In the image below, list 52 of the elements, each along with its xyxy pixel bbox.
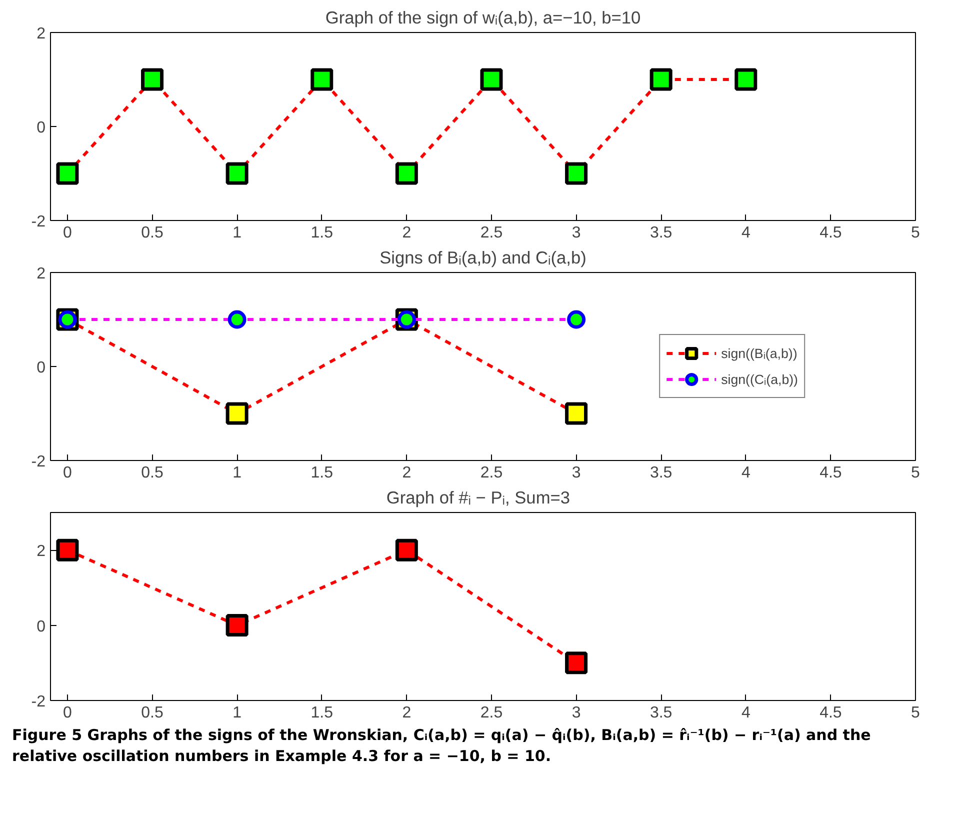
y-tick-label: 2 bbox=[36, 266, 46, 282]
chart-title: Signs of Bᵢ(a,b) and Cᵢ(a,b) bbox=[380, 248, 586, 268]
x-tick-label: 4 bbox=[741, 224, 750, 242]
y-tick-label: -2 bbox=[31, 694, 46, 710]
x-tick-label: 0 bbox=[63, 704, 72, 722]
x-tick-label: 4.5 bbox=[820, 464, 842, 482]
caption: Figure 5 Graphs of the signs of the Wronskian, Cᵢ(a,b) = qᵢ(a) − q̂ᵢ(b), Bᵢ(a,b) = r̂ᵢ⁻¹(b) − rᵢ⁻¹(a) and the relative oscillation numbers in Example 4.3 for a = −10, b = 10. bbox=[12, 725, 872, 768]
x-tick-label: 1 bbox=[232, 224, 242, 242]
y-tick-label: 0 bbox=[36, 360, 46, 376]
y-tick-label: 2 bbox=[36, 543, 46, 560]
x-tick-label: 1.5 bbox=[310, 704, 334, 722]
x-tick-label: 3.5 bbox=[650, 224, 672, 242]
x-tick-label: 3.5 bbox=[650, 464, 672, 482]
x-tick-label: 3 bbox=[572, 224, 581, 242]
y-tick-label: 2 bbox=[36, 26, 46, 42]
x-tick-label: 1.5 bbox=[310, 224, 334, 242]
point bbox=[56, 538, 79, 562]
x-tick-label: 4 bbox=[741, 704, 750, 722]
x-tick-label: 1 bbox=[232, 704, 242, 722]
x-tick-label: 5 bbox=[911, 464, 920, 482]
x-tick-label: 2 bbox=[402, 704, 412, 722]
x-tick-label: 0.5 bbox=[141, 704, 164, 722]
x-tick-label: 3.5 bbox=[650, 704, 672, 722]
x-tick-label: 5 bbox=[911, 224, 920, 242]
point bbox=[565, 652, 588, 674]
x-tick-label: 1.5 bbox=[310, 464, 334, 482]
x-tick-label: 2 bbox=[402, 224, 412, 242]
x-tick-label: 4.5 bbox=[820, 224, 842, 242]
y-tick-label: 0 bbox=[36, 120, 46, 136]
chart-title: Graph of the sign of wᵢ(a,b), a=−10, b=10 bbox=[325, 8, 641, 28]
point bbox=[395, 538, 418, 562]
x-tick-label: 2.5 bbox=[480, 464, 503, 482]
x-tick-label: 0.5 bbox=[141, 464, 164, 482]
chart-title: Graph of #ᵢ − Pᵢ, Sum=3 bbox=[386, 488, 570, 508]
x-tick-label: 3 bbox=[572, 704, 581, 722]
x-tick-label: 4.5 bbox=[820, 704, 842, 722]
y-tick-label: -2 bbox=[31, 214, 46, 230]
x-tick-label: 5 bbox=[911, 704, 920, 722]
x-tick-label: 1 bbox=[232, 464, 242, 482]
y-tick-label: 0 bbox=[36, 618, 46, 636]
x-tick-label: 2.5 bbox=[480, 704, 503, 722]
x-tick-label: 0 bbox=[63, 464, 72, 482]
legend-label: sign((Cᵢ(a,b)) bbox=[721, 372, 798, 386]
x-tick-label: 2.5 bbox=[480, 224, 503, 242]
x-tick-label: 2 bbox=[402, 464, 412, 482]
legend-label: sign((Bᵢ(a,b)) bbox=[721, 346, 798, 360]
x-tick-label: 4 bbox=[741, 464, 750, 482]
point bbox=[226, 614, 248, 637]
x-tick-label: 0 bbox=[63, 224, 72, 242]
x-tick-label: 0.5 bbox=[141, 224, 164, 242]
y-tick-label: -2 bbox=[31, 454, 46, 470]
x-tick-label: 3 bbox=[572, 464, 581, 482]
